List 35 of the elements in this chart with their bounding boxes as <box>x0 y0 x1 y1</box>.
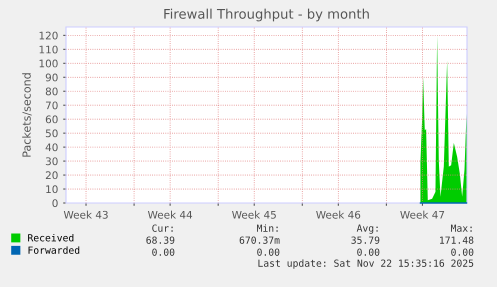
y-tick-label: 10 <box>46 185 58 194</box>
text: Last update: Sat Nov 22 15:35:16 2025 <box>258 259 474 269</box>
y-tick-label: 80 <box>46 87 58 96</box>
y-tick-label: 110 <box>40 46 58 54</box>
y-tick-label: 120 <box>40 32 58 40</box>
chart-title: Firewall Throughput - by month <box>164 8 369 22</box>
x-tick-label: Week 46 <box>316 210 360 219</box>
legend-label: Received <box>28 234 74 242</box>
y-tick-label: 20 <box>46 171 58 180</box>
y-axis-title: Packets/second <box>22 73 32 157</box>
x-tick-label: Week 44 <box>148 210 192 219</box>
text: 35.79 <box>351 236 380 244</box>
text: 68.39 <box>146 236 174 244</box>
y-tick-label: 70 <box>46 101 58 110</box>
x-tick-label: Week 47 <box>400 210 444 219</box>
legend-label: Forwarded <box>28 246 80 254</box>
x-tick-label: Week 45 <box>232 210 276 219</box>
y-tick-label: 90 <box>46 74 58 82</box>
text: 670.37m <box>240 236 280 244</box>
y-tick-label: 100 <box>40 60 58 68</box>
text: Avg: <box>356 224 378 234</box>
y-tick-label: 0 <box>52 199 58 208</box>
y-tick-label: 60 <box>46 115 58 124</box>
text: 0.00 <box>451 248 474 256</box>
text: Min: <box>256 224 278 232</box>
y-tick-label: 30 <box>46 157 58 166</box>
text: 0.00 <box>357 248 380 256</box>
y-tick-label: 50 <box>46 129 58 138</box>
text: Max: <box>450 224 472 232</box>
x-tick-label: Week 43 <box>64 210 108 219</box>
text: 171.48 <box>440 236 474 244</box>
text: 0.00 <box>152 248 174 256</box>
text: 0.00 <box>257 248 280 256</box>
text: Cur: <box>152 224 173 232</box>
y-tick-label: 40 <box>46 143 58 152</box>
